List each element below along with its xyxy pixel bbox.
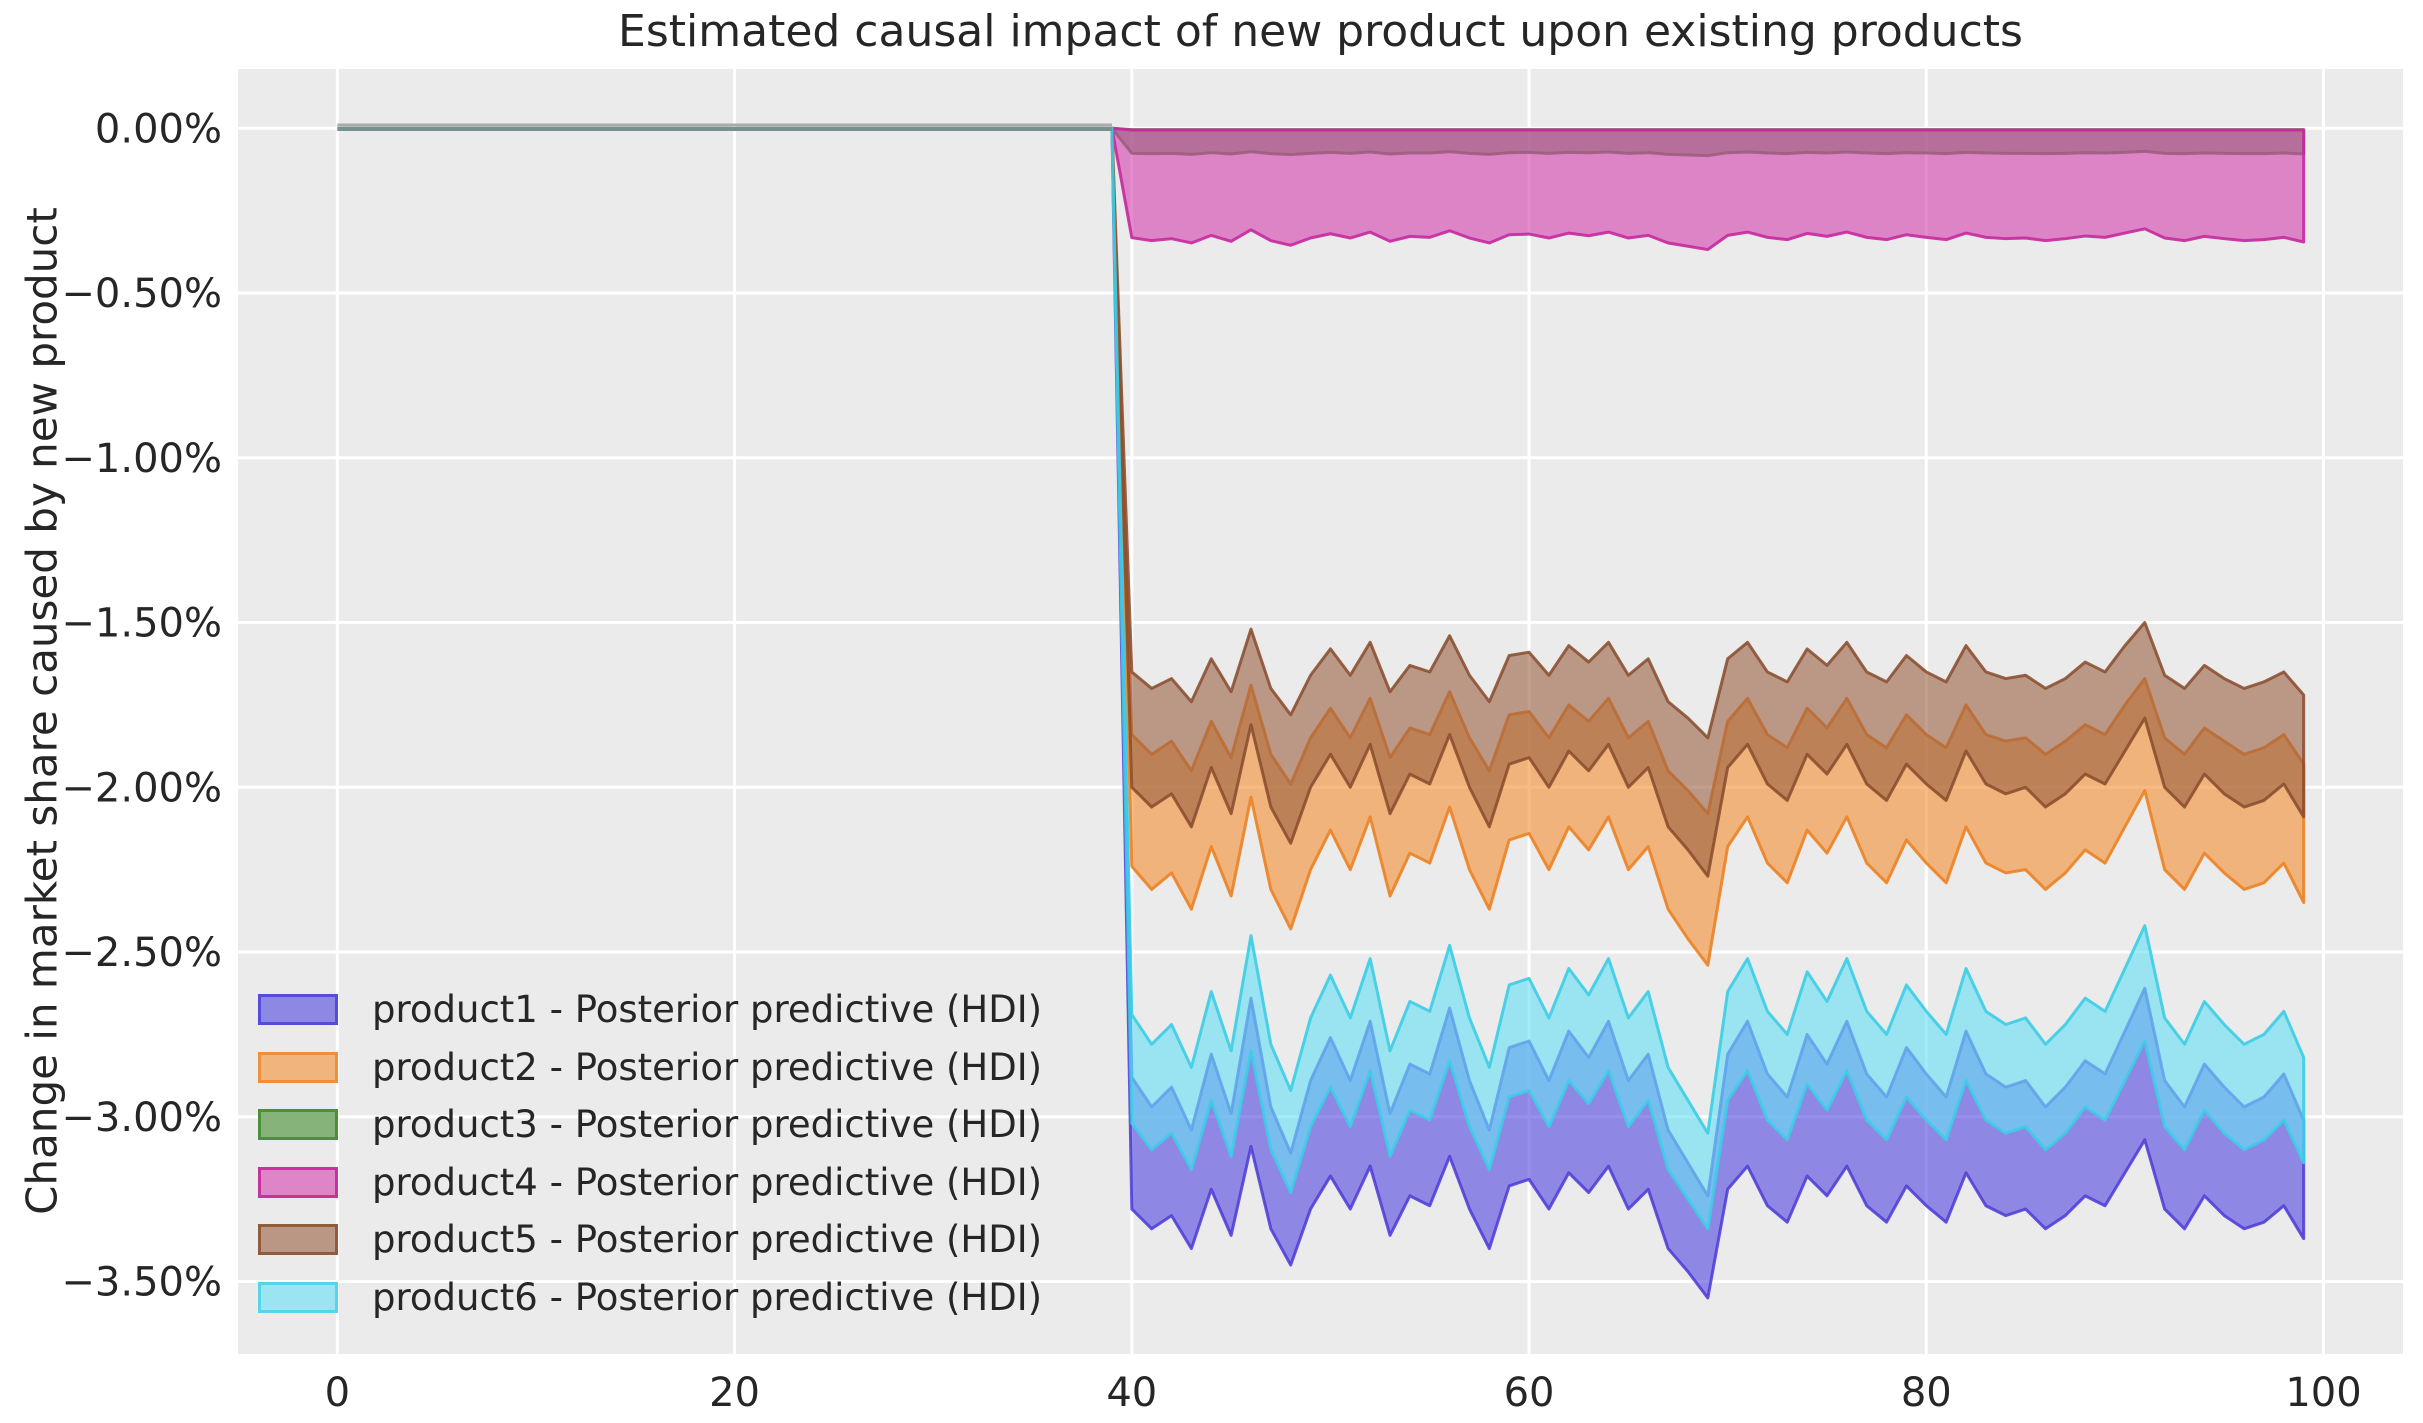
y-tick-label-5: −2.50%	[61, 930, 222, 976]
y-tick-label-0: 0.00%	[95, 106, 222, 152]
x-tick-label-20: 20	[709, 1370, 760, 1416]
chart-title: Estimated causal impact of new product u…	[618, 6, 2023, 57]
y-tick-label-7: −3.50%	[61, 1260, 222, 1306]
legend-swatch-product3	[258, 1109, 338, 1141]
x-tick-label-80: 80	[1901, 1370, 1952, 1416]
y-tick-label-1: −0.50%	[61, 271, 222, 317]
legend: product1 - Posterior predictive (HDI) pro…	[258, 981, 1042, 1326]
legend-label-product3: product3 - Posterior predictive (HDI)	[372, 1103, 1043, 1147]
legend-label-product4: product4 - Posterior predictive (HDI)	[372, 1160, 1043, 1204]
legend-row-product1: product1 - Posterior predictive (HDI)	[258, 981, 1042, 1039]
y-tick-label-2: −1.00%	[61, 436, 222, 482]
band-product4	[1110, 126, 2306, 252]
y-tick-label-3: −1.50%	[61, 601, 222, 647]
legend-swatch-product4	[258, 1166, 338, 1198]
band-product5	[1110, 126, 2306, 878]
legend-row-product4: product4 - Posterior predictive (HDI)	[258, 1154, 1042, 1212]
x-tick-label-40: 40	[1106, 1370, 1157, 1416]
legend-row-product3: product3 - Posterior predictive (HDI)	[258, 1096, 1042, 1154]
legend-swatch-product6	[258, 1281, 338, 1313]
legend-row-product2: product2 - Posterior predictive (HDI)	[258, 1039, 1042, 1097]
x-tick-label-0: 0	[325, 1370, 350, 1416]
legend-label-product6: product6 - Posterior predictive (HDI)	[372, 1275, 1043, 1319]
y-tick-label-6: −3.00%	[61, 1095, 222, 1141]
hdi-bands	[1110, 126, 2306, 1300]
legend-swatch-product5	[258, 1224, 338, 1256]
legend-label-product5: product5 - Posterior predictive (HDI)	[372, 1218, 1043, 1262]
legend-label-product1: product1 - Posterior predictive (HDI)	[372, 988, 1043, 1032]
legend-row-product6: product6 - Posterior predictive (HDI)	[258, 1269, 1042, 1327]
legend-label-product2: product2 - Posterior predictive (HDI)	[372, 1045, 1043, 1089]
legend-swatch-product2	[258, 1051, 338, 1083]
y-tick-label-4: −2.00%	[61, 765, 222, 811]
band-product6	[1110, 126, 2306, 1231]
legend-row-product5: product5 - Posterior predictive (HDI)	[258, 1211, 1042, 1269]
x-tick-label-100: 100	[2285, 1370, 2361, 1416]
legend-swatch-product1	[258, 994, 338, 1026]
x-tick-label-60: 60	[1504, 1370, 1555, 1416]
